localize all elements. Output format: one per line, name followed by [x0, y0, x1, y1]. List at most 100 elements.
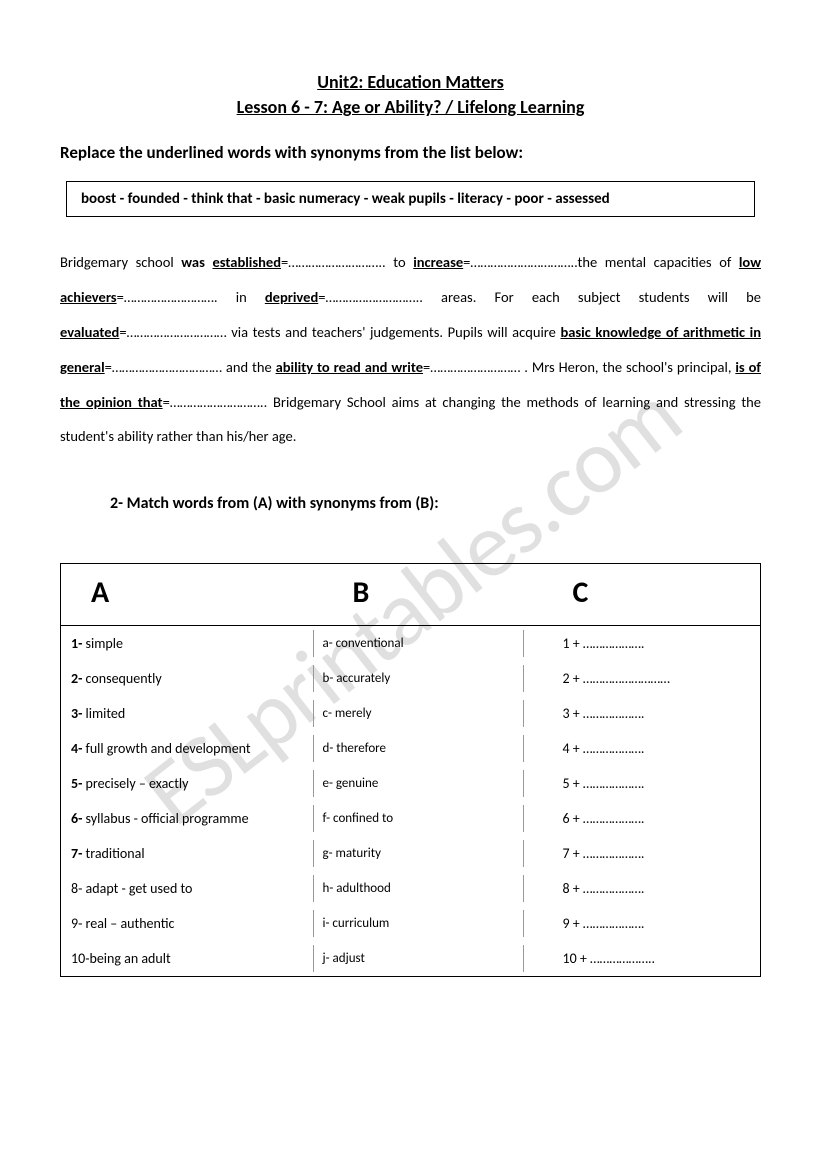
item-letter-b: d- [323, 741, 334, 756]
item-number-a: 8- [71, 880, 82, 897]
item-text-a: traditional [82, 845, 144, 862]
answer-blank-cell[interactable]: 7 + ………………. [523, 836, 761, 871]
item-letter-b: g- [323, 846, 333, 861]
answer-blank-cell[interactable]: 10 + ……………….. [523, 941, 761, 977]
column-b-cell: a- conventional [313, 626, 523, 662]
blank-1[interactable]: =……………………….. to [281, 253, 413, 271]
underlined-word-deprived: deprived [265, 288, 318, 306]
item-text-a: limited [82, 705, 125, 722]
item-text-b: confined to [330, 811, 393, 826]
item-text-a: simple [82, 635, 123, 652]
answer-blank-cell[interactable]: 1 + ………………. [523, 626, 761, 662]
blank-8[interactable]: =……………………….. Bridgemary School aims at c… [60, 393, 761, 446]
column-a-cell: 10-being an adult [61, 941, 313, 977]
item-letter-b: e- [323, 776, 333, 791]
gap-fill-passage: Bridgemary school was established=………………… [60, 245, 761, 454]
item-number-a: 1- [71, 635, 82, 652]
item-text-b: curriculum [329, 916, 389, 931]
column-a-cell: 1- simple [61, 626, 313, 662]
item-text-b: conventional [333, 636, 404, 651]
answer-blank-cell[interactable]: 8 + ………………. [523, 871, 761, 906]
item-number-a: 3- [71, 705, 82, 722]
table-row: 1- simplea- conventional1 + ………………. [61, 626, 761, 662]
column-a-cell: 4- full growth and development [61, 731, 313, 766]
item-number-a: 5- [71, 775, 82, 792]
passage-text: Bridgemary school [60, 253, 181, 271]
item-text-b: adulthood [333, 881, 391, 896]
item-letter-b: b- [323, 671, 334, 686]
answer-blank-cell[interactable]: 2 + ……………………… [523, 661, 761, 696]
title-block: Unit2: Education Matters Lesson 6 - 7: A… [60, 70, 761, 120]
blank-5[interactable]: =………………………… via tests and teachers' judg… [119, 323, 560, 341]
matching-table: A B C 1- simplea- conventional1 + ………………… [60, 563, 761, 977]
underlined-word-established: established [212, 253, 281, 271]
blank-7[interactable]: =……………………… . Mrs Heron, the school's pri… [423, 358, 735, 376]
item-text-a: real – authentic [82, 915, 174, 932]
item-text-b: accurately [333, 671, 390, 686]
item-text-a: precisely – exactly [82, 775, 188, 792]
item-text-b: merely [332, 706, 372, 721]
column-header-b: B [313, 564, 523, 626]
blank-4[interactable]: =……………………….. areas. For each subject stu… [318, 288, 761, 306]
item-number-a: 2- [71, 670, 82, 687]
column-a-cell: 8- adapt - get used to [61, 871, 313, 906]
column-a-cell: 7- traditional [61, 836, 313, 871]
table-row: 7- traditionalg- maturity7 + ………………. [61, 836, 761, 871]
item-text-a: being an adult [89, 950, 170, 967]
column-b-cell: i- curriculum [313, 906, 523, 941]
column-b-cell: j- adjust [313, 941, 523, 977]
item-letter-b: j- [323, 951, 330, 966]
column-a-cell: 6- syllabus - official programme [61, 801, 313, 836]
item-text-b: maturity [333, 846, 381, 861]
item-letter-b: f- [323, 811, 331, 826]
table-row: 9- real – authentici- curriculum9 + …………… [61, 906, 761, 941]
item-number-a: 10- [71, 950, 89, 967]
blank-2[interactable]: =…………………………..the mental capacities of [463, 253, 739, 271]
item-text-b: adjust [330, 951, 365, 966]
answer-blank-cell[interactable]: 6 + ………………. [523, 801, 761, 836]
table-row: 8- adapt - get used toh- adulthood8 + ……… [61, 871, 761, 906]
column-b-cell: c- merely [313, 696, 523, 731]
item-letter-b: c- [323, 706, 332, 721]
table-row: 3- limitedc- merely3 + ………………. [61, 696, 761, 731]
column-a-cell: 2- consequently [61, 661, 313, 696]
column-b-cell: e- genuine [313, 766, 523, 801]
item-text-a: syllabus - official programme [82, 810, 248, 827]
item-number-a: 9- [71, 915, 82, 932]
column-b-cell: f- confined to [313, 801, 523, 836]
answer-blank-cell[interactable]: 9 + ………………. [523, 906, 761, 941]
table-row: 10-being an adultj- adjust10 + ……………….. [61, 941, 761, 977]
column-b-cell: b- accurately [313, 661, 523, 696]
column-a-cell: 3- limited [61, 696, 313, 731]
column-b-cell: h- adulthood [313, 871, 523, 906]
exercise2-instruction: 2- Match words from (A) with synonyms fr… [110, 494, 761, 513]
item-text-b: therefore [333, 741, 386, 756]
table-row: 2- consequentlyb- accurately2 + ……………………… [61, 661, 761, 696]
passage-bold: was [181, 253, 212, 271]
blank-6[interactable]: =…………………………… and the [105, 358, 276, 376]
lesson-title: Lesson 6 - 7: Age or Ability? / Lifelong… [60, 95, 761, 120]
blank-3[interactable]: =………………………. in [117, 288, 265, 306]
item-letter-b: a- [323, 636, 333, 651]
table-row: 6- syllabus - official programmef- confi… [61, 801, 761, 836]
table-row: 4- full growth and developmentd- therefo… [61, 731, 761, 766]
answer-blank-cell[interactable]: 4 + ………………. [523, 731, 761, 766]
column-b-cell: g- maturity [313, 836, 523, 871]
item-number-a: 6- [71, 810, 82, 827]
table-row: 5- precisely – exactlye- genuine5 + …………… [61, 766, 761, 801]
item-number-a: 7- [71, 845, 82, 862]
underlined-word-ability-read-write: ability to read and write [276, 358, 423, 376]
underlined-word-increase: increase [413, 253, 463, 271]
exercise1-instruction: Replace the underlined words with synony… [60, 142, 761, 163]
table-header-row: A B C [61, 564, 761, 626]
underlined-word-evaluated: evaluated [60, 323, 119, 341]
column-a-cell: 5- precisely – exactly [61, 766, 313, 801]
column-a-cell: 9- real – authentic [61, 906, 313, 941]
answer-blank-cell[interactable]: 3 + ………………. [523, 696, 761, 731]
column-header-a: A [61, 564, 313, 626]
unit-title: Unit2: Education Matters [60, 70, 761, 95]
item-text-a: adapt - get used to [82, 880, 192, 897]
worksheet-content: Unit2: Education Matters Lesson 6 - 7: A… [60, 70, 761, 977]
answer-blank-cell[interactable]: 5 + ………………. [523, 766, 761, 801]
column-b-cell: d- therefore [313, 731, 523, 766]
